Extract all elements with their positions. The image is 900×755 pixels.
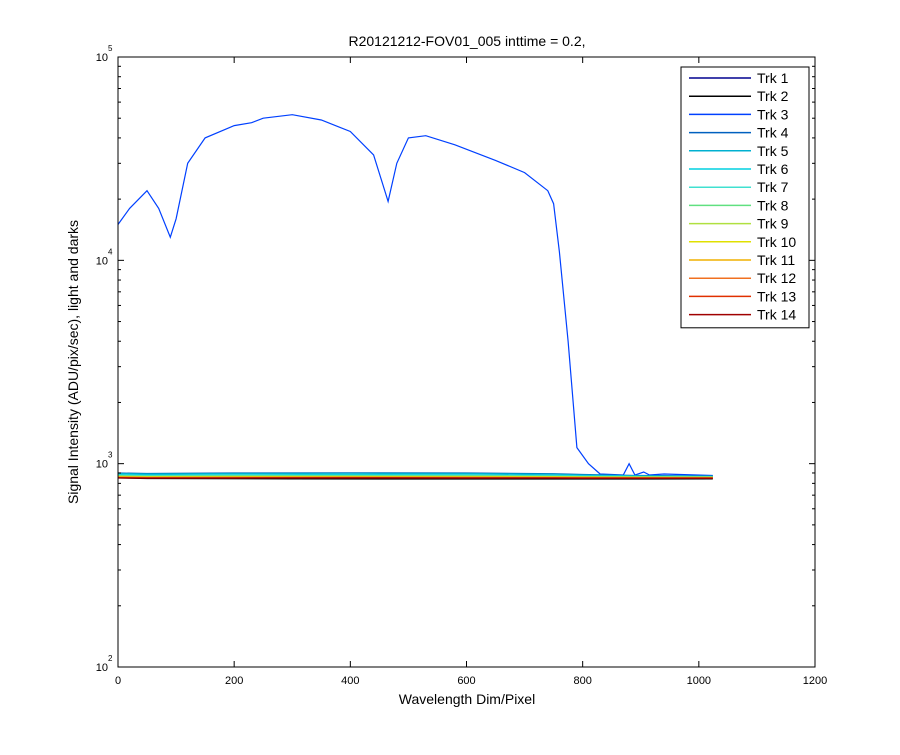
legend-label-trk-1: Trk 1 (757, 70, 789, 86)
y-tick-label-base: 10 (96, 52, 108, 64)
legend-label-trk-12: Trk 12 (757, 270, 796, 286)
legend-label-trk-13: Trk 13 (757, 288, 796, 304)
legend-label-trk-8: Trk 8 (757, 197, 789, 213)
y-tick-label-base: 10 (96, 459, 108, 471)
y-tick-label-exponent: 2 (108, 654, 113, 663)
y-tick-label-exponent: 5 (108, 44, 113, 53)
chart-title: R20121212-FOV01_005 inttime = 0.2, (349, 33, 586, 49)
legend-label-trk-14: Trk 14 (757, 307, 796, 323)
x-tick-label: 0 (115, 675, 121, 687)
y-tick-label-exponent: 4 (108, 247, 113, 256)
legend-label-trk-11: Trk 11 (757, 252, 795, 268)
legend-label-trk-3: Trk 3 (757, 106, 789, 122)
legend-label-trk-4: Trk 4 (757, 125, 789, 141)
x-tick-label: 400 (341, 675, 359, 687)
legend: Trk 1 Trk 2 Trk 3 Trk 4 Trk 5 Trk 6 Trk 7 Trk 8… (681, 67, 809, 328)
x-tick-label: 1200 (803, 675, 827, 687)
legend-label-trk-6: Trk 6 (757, 161, 789, 177)
x-tick-label: 200 (225, 675, 243, 687)
legend-label-trk-7: Trk 7 (757, 179, 789, 195)
x-axis-title: Wavelength Dim/Pixel (399, 691, 535, 707)
y-tick-label-base: 10 (96, 255, 108, 267)
legend-label-trk-2: Trk 2 (757, 88, 789, 104)
legend-label-trk-5: Trk 5 (757, 143, 789, 159)
y-axis-title: Signal Intensity (ADU/pix/sec), light an… (65, 220, 81, 504)
x-tick-label: 800 (573, 675, 591, 687)
x-tick-label: 600 (457, 675, 475, 687)
legend-label-trk-9: Trk 9 (757, 216, 789, 232)
y-tick-label-exponent: 3 (108, 451, 113, 460)
x-tick-label: 1000 (687, 675, 711, 687)
y-tick-label-base: 10 (96, 662, 108, 674)
legend-label-trk-10: Trk 10 (757, 234, 796, 250)
